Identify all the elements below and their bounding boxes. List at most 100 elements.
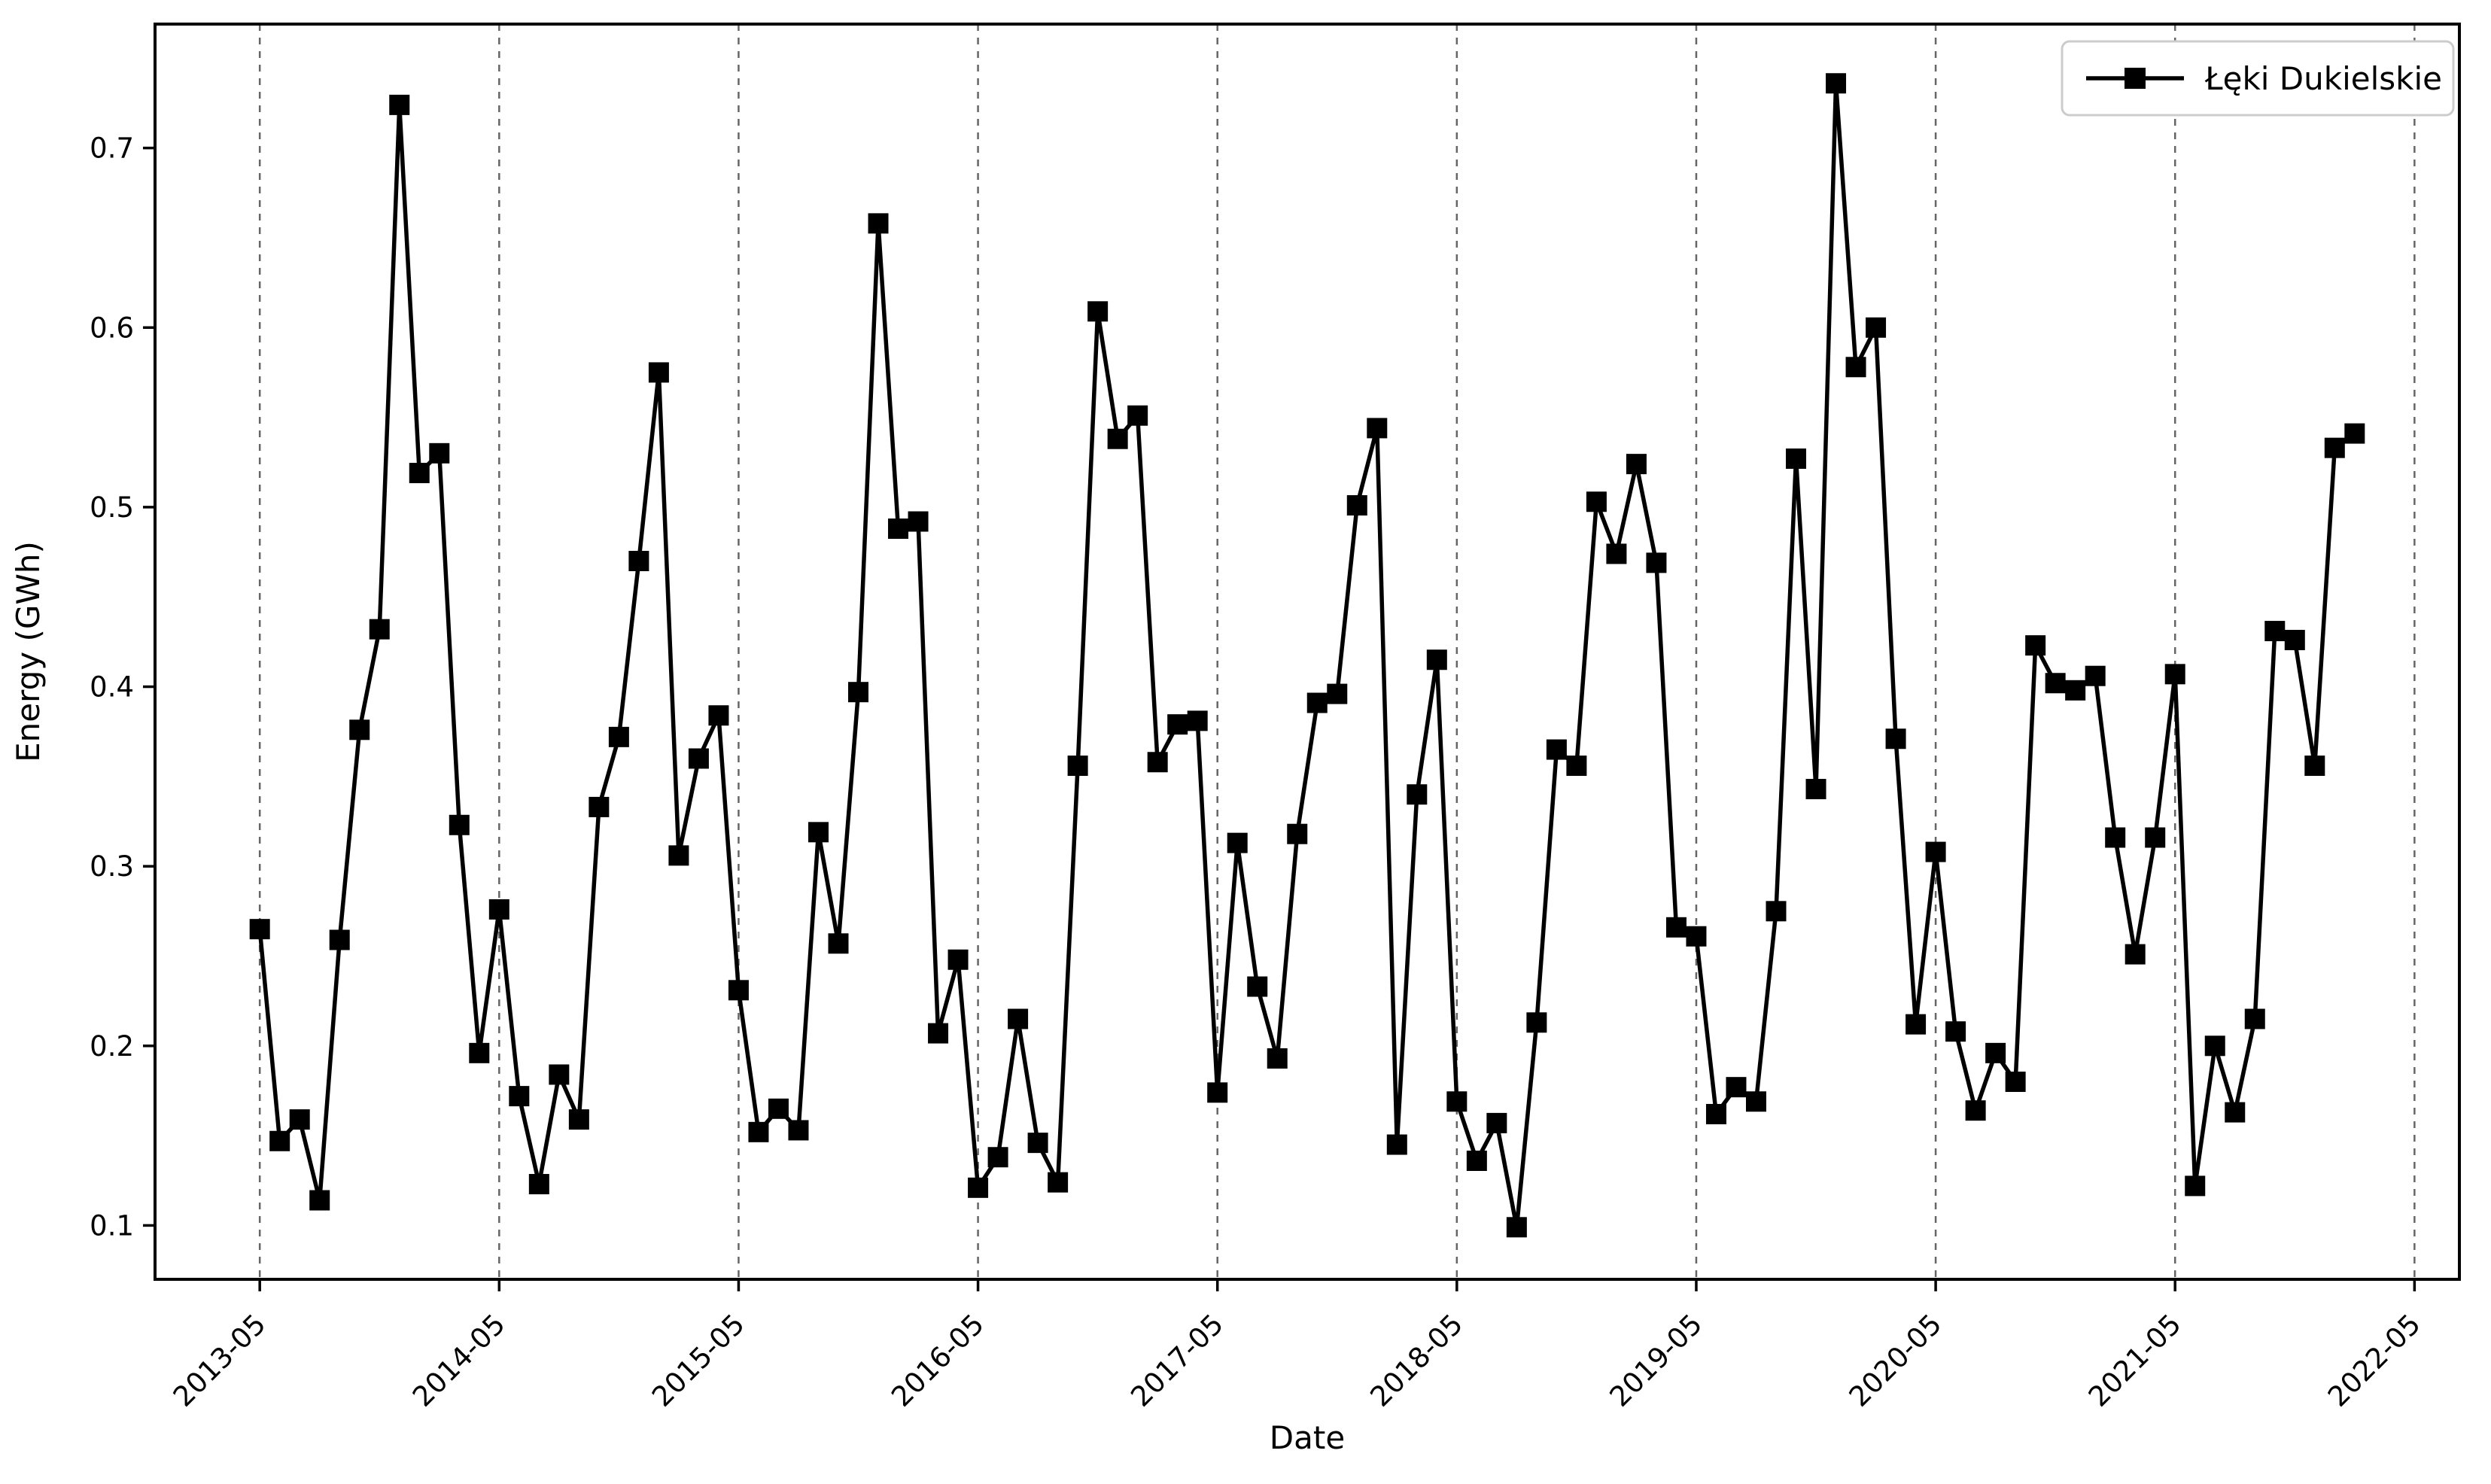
data-point-marker bbox=[2225, 1102, 2246, 1123]
data-point-marker bbox=[2204, 1035, 2225, 1057]
data-point-marker bbox=[1705, 1103, 1726, 1124]
y-axis-title: Energy (GWh) bbox=[10, 541, 47, 762]
data-point-marker bbox=[748, 1121, 769, 1142]
data-point-marker bbox=[1786, 448, 1807, 469]
data-point-marker bbox=[1626, 454, 1647, 475]
data-point-marker bbox=[868, 213, 889, 234]
data-point-marker bbox=[568, 1109, 589, 1130]
data-point-marker bbox=[1726, 1077, 1747, 1098]
data-point-marker bbox=[1346, 495, 1367, 516]
data-point-marker bbox=[389, 94, 410, 115]
y-tick-label: 0.1 bbox=[90, 1209, 134, 1242]
data-point-marker bbox=[908, 511, 929, 532]
data-point-marker bbox=[708, 705, 729, 726]
data-point-marker bbox=[1686, 926, 1707, 947]
data-point-marker bbox=[728, 980, 749, 1001]
data-point-marker bbox=[1027, 1133, 1048, 1154]
data-point-marker bbox=[1965, 1100, 1986, 1121]
data-point-marker bbox=[1646, 552, 1667, 573]
data-point-marker bbox=[2304, 756, 2325, 777]
data-point-marker bbox=[1566, 756, 1587, 777]
data-point-marker bbox=[1067, 756, 1088, 777]
data-point-marker bbox=[469, 1042, 490, 1063]
data-point-marker bbox=[528, 1174, 549, 1195]
data-point-marker bbox=[788, 1120, 809, 1141]
data-point-marker bbox=[589, 796, 610, 817]
data-point-marker bbox=[1466, 1151, 1487, 1172]
data-point-marker bbox=[1087, 301, 1109, 322]
data-point-marker bbox=[2124, 944, 2146, 965]
data-point-marker bbox=[1426, 649, 1447, 671]
data-point-marker bbox=[1745, 1091, 1766, 1112]
data-point-marker bbox=[488, 899, 509, 920]
series-line bbox=[257, 81, 2356, 1230]
data-point-marker bbox=[648, 362, 669, 383]
data-point-marker bbox=[1925, 841, 1946, 862]
data-point-marker bbox=[2025, 635, 2046, 656]
data-point-marker bbox=[429, 442, 450, 464]
data-point-marker bbox=[1945, 1021, 1966, 1042]
legend-label: Łęki Dukielskie bbox=[2204, 60, 2442, 97]
data-point-marker bbox=[2164, 664, 2185, 685]
y-tick-label: 0.2 bbox=[90, 1030, 134, 1063]
legend: Łęki Dukielskie bbox=[2061, 40, 2455, 117]
data-point-marker bbox=[828, 933, 849, 954]
data-point-marker bbox=[509, 1086, 530, 1107]
data-point-marker bbox=[1446, 1091, 1468, 1112]
data-point-marker bbox=[1486, 1112, 1507, 1133]
data-point-marker bbox=[888, 518, 909, 540]
data-point-marker bbox=[409, 463, 430, 484]
data-point-marker bbox=[2065, 680, 2086, 701]
data-point-marker bbox=[1167, 714, 1188, 735]
data-point-marker bbox=[1606, 543, 1627, 564]
data-point-marker bbox=[329, 929, 350, 950]
data-point-marker bbox=[808, 822, 829, 843]
series-leki-dukielskie bbox=[249, 73, 2365, 1238]
data-point-marker bbox=[1506, 1217, 1527, 1238]
data-point-marker bbox=[1885, 728, 1906, 750]
y-tick-label: 0.3 bbox=[90, 850, 134, 883]
data-point-marker bbox=[968, 1177, 989, 1198]
data-point-marker bbox=[1327, 683, 1348, 704]
data-point-marker bbox=[947, 949, 969, 970]
x-gridlines bbox=[258, 24, 2416, 1279]
data-point-marker bbox=[1008, 1008, 1029, 1029]
data-point-marker bbox=[1386, 1134, 1407, 1155]
data-point-marker bbox=[1227, 832, 1248, 853]
data-point-marker bbox=[1866, 317, 1887, 338]
data-point-marker bbox=[2185, 1175, 2206, 1197]
x-axis-title: Date bbox=[1270, 1419, 1345, 1456]
data-point-marker bbox=[1287, 823, 1308, 844]
data-point-marker bbox=[2005, 1072, 2026, 1093]
data-point-marker bbox=[2324, 437, 2345, 458]
data-point-marker bbox=[1586, 491, 1607, 512]
data-point-marker bbox=[269, 1130, 290, 1151]
axis-ticks bbox=[143, 146, 2416, 1291]
data-point-marker bbox=[1906, 1014, 1927, 1035]
data-point-marker bbox=[1207, 1082, 1228, 1103]
data-point-marker bbox=[369, 619, 390, 640]
data-point-marker bbox=[1107, 428, 1128, 449]
data-point-marker bbox=[1048, 1172, 1069, 1193]
data-point-marker bbox=[628, 550, 649, 571]
data-point-marker bbox=[1526, 1012, 1547, 1033]
data-point-marker bbox=[309, 1190, 330, 1211]
data-point-marker bbox=[1805, 779, 1826, 800]
data-point-marker bbox=[349, 719, 370, 740]
data-point-marker bbox=[928, 1023, 949, 1044]
data-point-marker bbox=[249, 919, 270, 940]
data-point-marker bbox=[549, 1064, 570, 1085]
y-tick-label: 0.7 bbox=[90, 132, 134, 165]
data-point-marker bbox=[1187, 710, 1208, 731]
data-point-marker bbox=[1306, 692, 1328, 713]
data-point-marker bbox=[608, 726, 629, 747]
data-point-marker bbox=[987, 1147, 1008, 1168]
data-point-marker bbox=[1247, 976, 1268, 997]
legend-box bbox=[2061, 40, 2455, 117]
data-point-marker bbox=[1546, 739, 1567, 760]
data-point-marker bbox=[668, 845, 689, 866]
data-point-marker bbox=[768, 1098, 789, 1119]
data-point-marker bbox=[2145, 827, 2166, 848]
